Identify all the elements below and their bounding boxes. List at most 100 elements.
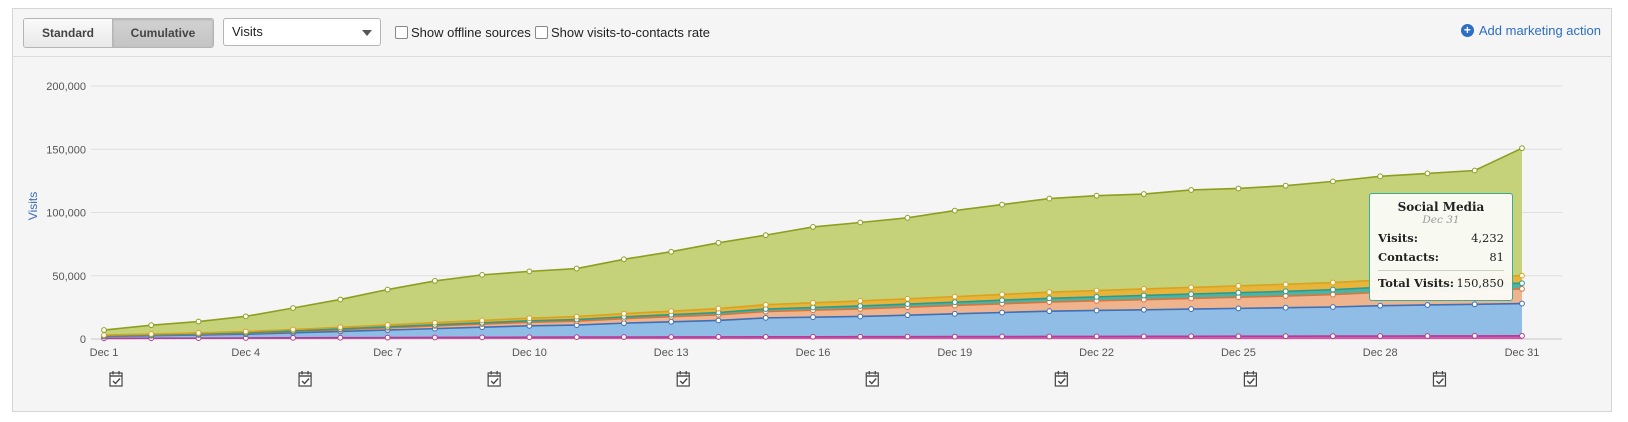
calendar-check: [679, 378, 688, 385]
tooltip-title: Social Media: [1397, 200, 1485, 214]
data-point: [999, 297, 1005, 304]
data-point: [1519, 280, 1525, 287]
tooltip-visits-value: 4,232: [1471, 231, 1504, 245]
data-point: [573, 265, 580, 272]
data-point: [951, 310, 958, 317]
data-point: [1235, 305, 1242, 312]
data-point: [810, 304, 816, 311]
offline-sources-label: Show offline sources: [411, 25, 531, 40]
data-point: [810, 299, 816, 306]
offline-sources-checkbox[interactable]: [395, 26, 408, 39]
data-point: [1140, 286, 1147, 292]
x-tick-label: Dec 10: [512, 347, 547, 359]
y-tick-label: 200,000: [46, 81, 86, 93]
calendar-icon[interactable]: [1432, 371, 1447, 387]
data-point: [951, 207, 958, 214]
visits-contacts-rate-label: Show visits-to-contacts rate: [551, 25, 710, 40]
calendar-check: [301, 378, 310, 385]
add-marketing-action-label: Add marketing action: [1478, 23, 1601, 38]
calendar-frame: [865, 372, 879, 387]
offline-sources-option: Show offline sources: [395, 25, 531, 40]
data-point: [1377, 302, 1384, 309]
chevron-down-icon: [362, 30, 372, 36]
plus-circle-icon: +: [1460, 24, 1474, 37]
data-point: [857, 219, 864, 226]
data-point: [1471, 333, 1478, 339]
data-point: [242, 328, 249, 335]
y-axis-ticks: 0 50,000 100,000 150,000 200,000: [46, 81, 86, 346]
calendar-frame: [1243, 372, 1258, 387]
x-tick-label: Dec 7: [373, 347, 402, 359]
tooltip-total-label: Total Visits:: [1378, 276, 1455, 290]
data-point: [668, 334, 675, 340]
data-point: [1471, 167, 1478, 174]
data-point: [290, 334, 296, 341]
calendar-frame: [298, 372, 312, 387]
data-point: [1093, 333, 1100, 340]
data-point: [1519, 286, 1525, 292]
series-area: [104, 148, 1522, 336]
metric-select-value: Visits: [232, 24, 263, 39]
data-point: [951, 293, 958, 300]
tooltip-date: Dec 31: [1422, 214, 1460, 226]
data-point: [715, 305, 722, 312]
calendar-check: [868, 378, 877, 385]
calendar-icon[interactable]: [487, 371, 501, 387]
calendar-icon[interactable]: [1054, 371, 1068, 387]
data-point: [1282, 304, 1289, 311]
data-point: [1424, 302, 1431, 308]
data-point: [762, 232, 769, 239]
data-point: [148, 322, 155, 329]
calendar-icon[interactable]: [1243, 371, 1258, 387]
data-point: [999, 309, 1005, 316]
visits-contacts-rate-checkbox[interactable]: [535, 26, 548, 39]
calendar-check: [112, 378, 121, 385]
data-point: [621, 334, 627, 340]
y-axis-label: Visits: [26, 192, 40, 220]
data-point: [384, 334, 391, 341]
data-point: [1188, 333, 1195, 340]
tooltip-total-value: 150,850: [1456, 276, 1504, 290]
calendar-icon[interactable]: [298, 371, 312, 387]
calendar-icon[interactable]: [676, 371, 690, 387]
data-point: [668, 248, 675, 255]
cumulative-button[interactable]: Cumulative: [113, 19, 213, 47]
data-point: [1093, 293, 1100, 300]
data-point: [857, 313, 864, 320]
view-mode-toggle: Standard Cumulative: [23, 18, 214, 48]
data-point: [1330, 304, 1336, 310]
series-area: [104, 303, 1522, 339]
calendar-frame: [1432, 372, 1447, 387]
tooltip-visits-label: Visits:: [1378, 231, 1418, 245]
data-point: [1235, 289, 1242, 296]
marketing-action-markers: [109, 371, 1447, 387]
data-point: [1330, 279, 1336, 286]
standard-button[interactable]: Standard: [24, 19, 113, 47]
calendar-icon[interactable]: [109, 371, 123, 387]
data-point: [1140, 333, 1147, 340]
add-marketing-action-link[interactable]: + Add marketing action: [1460, 23, 1601, 38]
data-point: [526, 334, 533, 341]
calendar-check: [490, 378, 499, 385]
data-point: [1519, 300, 1525, 307]
data-point: [431, 334, 438, 341]
data-point: [195, 318, 202, 325]
data-point: [810, 224, 816, 230]
data-point: [999, 291, 1005, 298]
data-point: [1235, 185, 1242, 192]
data-point: [904, 312, 911, 319]
data-point: [762, 314, 769, 321]
data-point: [1140, 306, 1147, 313]
data-point: [1093, 287, 1100, 294]
calendar-icon[interactable]: [865, 371, 879, 387]
data-point: [999, 201, 1005, 208]
analytics-panel: Standard Cumulative Visits Show offline …: [12, 8, 1612, 412]
data-point: [1235, 282, 1242, 289]
data-point: [621, 310, 627, 317]
metric-select[interactable]: Visits: [223, 18, 381, 46]
data-point: [1519, 332, 1525, 339]
data-point: [1188, 291, 1195, 297]
data-point: [431, 278, 438, 284]
data-point: [715, 317, 722, 324]
data-point: [1188, 306, 1195, 312]
